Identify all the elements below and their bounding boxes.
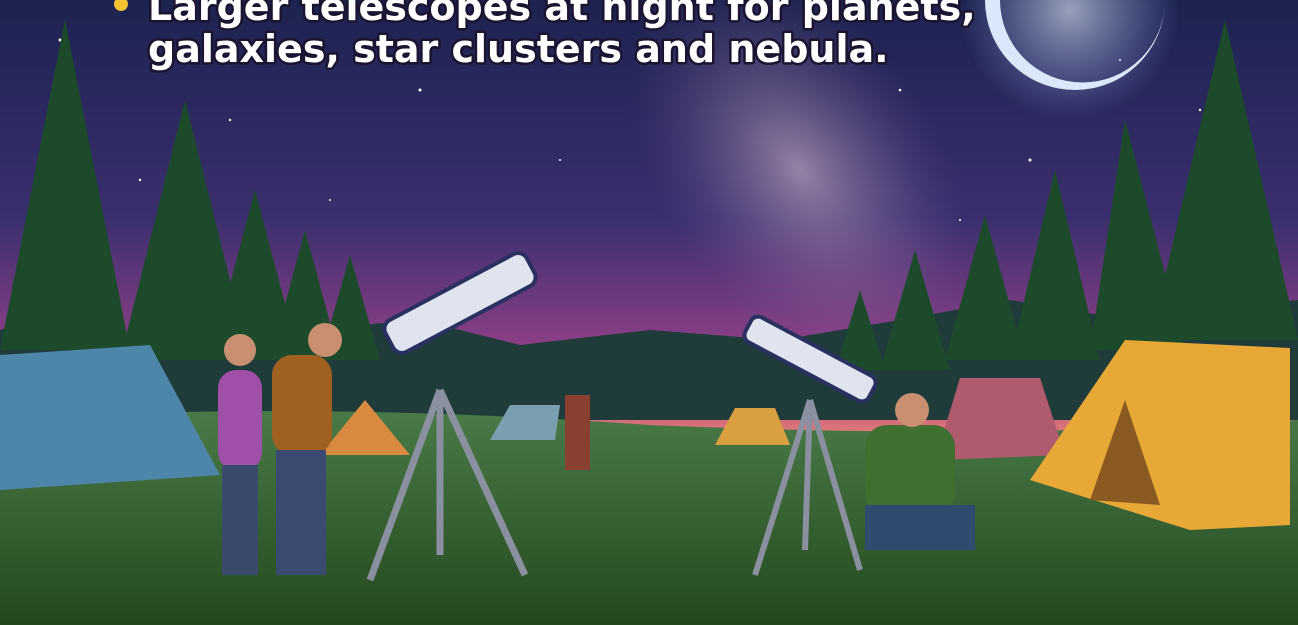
page: Larger telescopes at night for planets, … [0, 0, 1298, 625]
scene: Larger telescopes at night for planets, … [0, 0, 1298, 625]
caption-line: Larger telescopes at night for planets, [148, 0, 976, 29]
caption-line: galaxies, star clusters and nebula. [148, 27, 889, 71]
